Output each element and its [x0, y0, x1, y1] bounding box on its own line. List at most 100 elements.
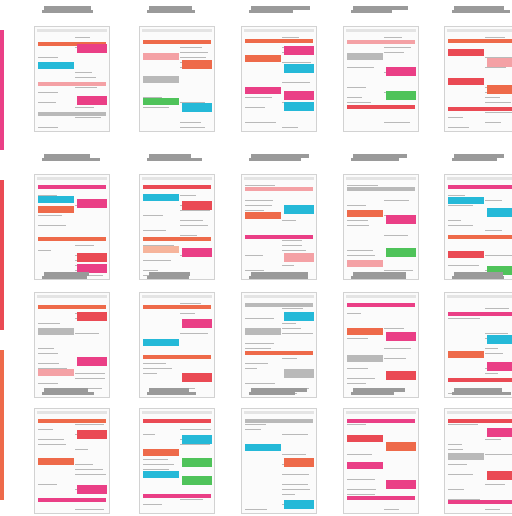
screenshot-thumbnail[interactable]	[444, 150, 512, 282]
color-block	[143, 53, 179, 60]
screenshot-thumbnail[interactable]	[343, 150, 419, 282]
color-block	[386, 215, 416, 224]
color-block	[245, 328, 281, 335]
screenshot-thumbnail[interactable]	[139, 2, 215, 134]
color-block	[245, 55, 281, 62]
screenshot-thumbnail[interactable]	[241, 384, 317, 516]
text-line	[180, 210, 210, 211]
color-block	[143, 305, 211, 309]
color-block	[448, 78, 484, 85]
title-bar	[454, 272, 503, 276]
color-block	[182, 373, 212, 382]
text-line	[75, 333, 99, 334]
screenshot-thumbnail[interactable]	[139, 268, 215, 400]
text-line	[75, 509, 104, 510]
screenshot-thumbnail[interactable]	[343, 2, 419, 134]
text-line	[180, 429, 211, 430]
text-line	[485, 353, 503, 354]
text-line	[282, 494, 295, 495]
thumbnail-title	[444, 268, 512, 282]
screenshot-thumbnail[interactable]	[34, 150, 110, 282]
color-block	[386, 67, 416, 76]
screenshot-thumbnail[interactable]	[343, 384, 419, 516]
screenshot-thumbnail[interactable]	[241, 2, 317, 134]
text-line	[347, 250, 373, 251]
text-line	[75, 107, 94, 108]
color-block	[245, 351, 313, 355]
title-bar	[149, 6, 192, 10]
thumbnail-title	[444, 2, 512, 16]
color-block	[347, 435, 383, 442]
screenshot-thumbnail[interactable]	[241, 150, 317, 282]
thumbnail-toolbar	[346, 177, 416, 180]
color-block	[487, 266, 512, 275]
color-block	[284, 91, 314, 100]
color-block	[245, 39, 313, 43]
color-block	[448, 500, 512, 504]
text-line	[347, 205, 366, 206]
thumbnail-frame	[34, 26, 110, 132]
screenshot-thumbnail[interactable]	[34, 2, 110, 134]
text-line	[485, 230, 502, 231]
text-line	[143, 260, 171, 261]
thumbnail-toolbar	[142, 295, 212, 298]
text-line	[282, 265, 294, 266]
color-block	[143, 471, 179, 478]
screenshot-thumbnail[interactable]	[444, 268, 512, 400]
color-block	[245, 303, 313, 307]
text-line	[384, 47, 411, 48]
screenshot-thumbnail[interactable]	[34, 268, 110, 400]
text-line	[282, 37, 299, 38]
left-edge-strip	[0, 30, 4, 150]
text-line	[180, 47, 202, 48]
text-line	[143, 464, 174, 465]
thumbnail-frame	[444, 408, 512, 514]
color-block	[386, 332, 416, 341]
text-line	[180, 313, 195, 314]
text-line	[38, 102, 56, 103]
thumbnail-toolbar	[447, 29, 512, 32]
color-block	[245, 87, 281, 94]
color-block	[77, 357, 107, 366]
text-line	[245, 97, 272, 98]
text-line	[448, 444, 462, 445]
thumbnail-frame	[139, 174, 215, 280]
text-line	[384, 270, 413, 271]
text-line	[180, 122, 201, 123]
left-edge-strip	[0, 180, 4, 330]
color-block	[284, 458, 314, 467]
text-line	[75, 388, 102, 389]
text-line	[38, 444, 66, 445]
text-line	[448, 205, 473, 206]
text-line	[485, 112, 512, 113]
text-line	[282, 127, 298, 128]
color-block	[38, 42, 106, 46]
color-block	[386, 248, 416, 257]
thumbnail-title	[444, 150, 512, 164]
color-block	[245, 419, 313, 423]
screenshot-thumbnail[interactable]	[343, 268, 419, 400]
screenshot-thumbnail[interactable]	[444, 2, 512, 134]
text-line	[143, 270, 158, 271]
color-block	[347, 260, 383, 267]
color-block	[182, 319, 212, 328]
thumbnail-toolbar	[244, 411, 314, 414]
screenshot-thumbnail[interactable]	[139, 150, 215, 282]
screenshot-thumbnail[interactable]	[444, 384, 512, 516]
text-line	[143, 97, 162, 98]
screenshot-thumbnail[interactable]	[139, 384, 215, 516]
text-line	[347, 87, 366, 88]
text-line	[347, 67, 374, 68]
text-line	[485, 255, 512, 256]
title-bar	[42, 158, 100, 161]
color-block	[38, 112, 106, 116]
thumbnail-title	[34, 2, 110, 16]
thumbnail-frame	[139, 408, 215, 514]
text-line	[143, 215, 163, 216]
color-block	[38, 419, 106, 423]
screenshot-thumbnail[interactable]	[241, 268, 317, 400]
text-line	[180, 127, 205, 128]
text-line	[347, 255, 375, 256]
screenshot-thumbnail[interactable]	[34, 384, 110, 516]
title-bar	[149, 272, 190, 276]
